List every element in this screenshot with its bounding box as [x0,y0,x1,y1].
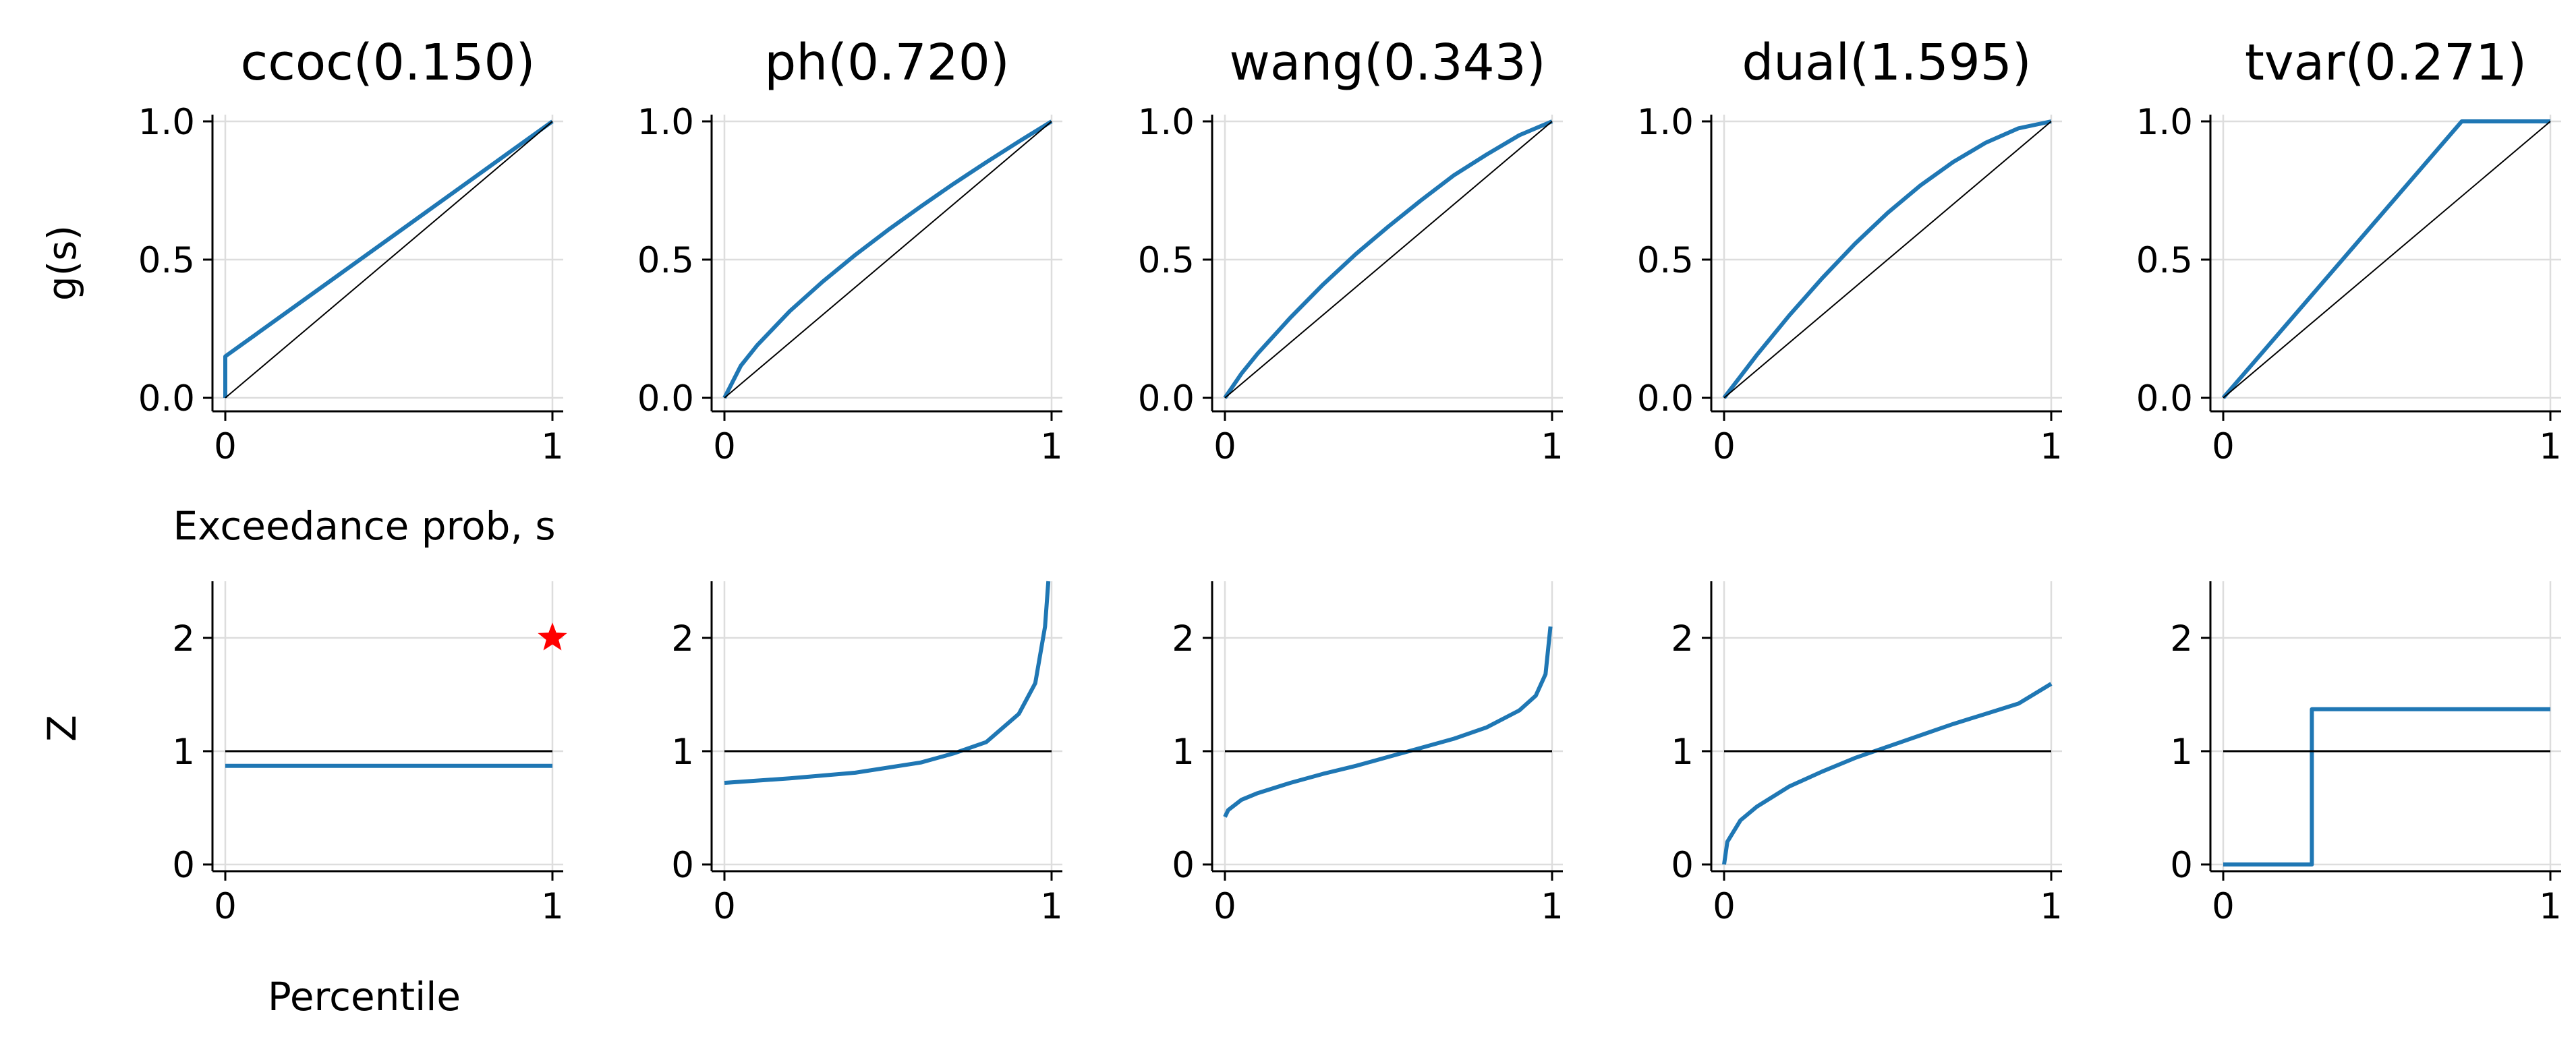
panel-title: dual(1.595) [1742,34,2031,92]
y-tick-label: 0.0 [637,378,694,419]
star-marker [538,622,567,651]
series-line [2223,707,2550,866]
y-tick-label: 2 [2170,618,2193,659]
reference-line [1723,121,2052,399]
y-tick-label: 1 [172,732,195,773]
y-tick-label: 1.0 [1138,102,1195,143]
panel-bottom-5: 0 1 0 1 2 [2170,581,2562,927]
y-tick-label: 0 [1671,845,1694,886]
x-tick-label: 0 [1713,886,1736,927]
y-tick-label: 0 [2170,845,2193,886]
x-tick-label: 1 [1541,886,1564,927]
series-line [2221,119,2550,399]
panel-title: ccoc(0.150) [241,34,536,92]
panels: 0 1 0.0 0.5 1.0 ccoc(0.150) 0 1 0.0 0.5 1.0 ph(0.72… [138,34,2562,927]
y-tick-label: 0.0 [2136,378,2193,419]
x-tick-label: 1 [1040,886,1063,927]
x-tick-label: 1 [2040,886,2063,927]
bottom-row-xlabel: Percentile [268,974,461,1020]
x-tick-label: 0 [214,886,237,927]
series-line [1223,626,1553,818]
y-tick-label: 1 [2170,732,2193,773]
x-tick-label: 0 [1213,886,1236,927]
x-tick-label: 0 [1713,426,1736,467]
bottom-row-ylabel: Z [39,715,85,742]
y-tick-label: 2 [671,618,694,659]
panel-title: ph(0.720) [764,34,1009,92]
x-tick-label: 1 [2539,426,2562,467]
y-tick-label: 1.0 [1637,102,1694,143]
y-tick-label: 1 [1172,732,1195,773]
x-tick-label: 0 [2212,886,2235,927]
y-tick-label: 0.5 [2136,240,2193,281]
x-tick-label: 0 [1213,426,1236,467]
y-tick-label: 0.0 [1637,378,1694,419]
y-tick-label: 2 [1172,618,1195,659]
y-tick-label: 0.5 [1637,240,1694,281]
x-tick-label: 0 [2212,426,2235,467]
panel-bottom-3: 0 1 0 1 2 [1172,581,1564,927]
panel-bottom-1: 0 1 0 1 2 [172,581,567,927]
x-tick-label: 1 [2040,426,2063,467]
y-tick-label: 0.0 [1138,378,1195,419]
y-tick-label: 1 [1671,732,1694,773]
x-tick-label: 1 [1541,426,1564,467]
panel-bottom-2: 0 1 0 1 2 [671,581,1063,927]
reference-line [2223,121,2551,399]
y-tick-label: 0.0 [138,378,195,419]
x-tick-label: 1 [1040,426,1063,467]
series-line [724,581,1051,785]
y-tick-label: 2 [1671,618,1694,659]
x-tick-label: 1 [541,426,564,467]
x-tick-label: 1 [541,886,564,927]
y-tick-label: 0 [172,845,195,886]
y-tick-label: 0.5 [1138,240,1195,281]
reference-line [724,121,1052,399]
y-tick-label: 1.0 [138,102,195,143]
top-row-ylabel: g(s) [39,225,85,301]
series-line [1722,119,2052,399]
panel-top-1: 0 1 0.0 0.5 1.0 ccoc(0.150) [138,34,564,467]
panel-top-5: 0 1 0.0 0.5 1.0 tvar(0.271) [2136,34,2562,467]
series-line [1223,119,1553,399]
y-tick-label: 2 [172,618,195,659]
x-tick-label: 0 [713,886,736,927]
series-line [1722,682,2053,865]
panel-bottom-4: 0 1 0 1 2 [1671,581,2063,927]
x-tick-label: 0 [713,426,736,467]
panel-top-4: 0 1 0.0 0.5 1.0 dual(1.595) [1637,34,2063,467]
y-tick-label: 1.0 [2136,102,2193,143]
panel-top-3: 0 1 0.0 0.5 1.0 wang(0.343) [1138,34,1564,467]
panel-top-2: 0 1 0.0 0.5 1.0 ph(0.720) [637,34,1063,467]
y-tick-label: 0 [671,845,694,886]
panel-title: tvar(0.271) [2245,34,2527,92]
y-tick-label: 0.5 [637,240,694,281]
x-tick-label: 0 [214,426,237,467]
reference-line [225,121,553,399]
y-tick-label: 0 [1172,845,1195,886]
top-row-xlabel: Exceedance prob, s [173,503,555,549]
reference-line [1224,121,1553,399]
x-tick-label: 1 [2539,886,2562,927]
panel-title: wang(0.343) [1229,34,1545,92]
series-line [223,119,554,398]
series-line [722,119,1053,399]
y-tick-label: 0.5 [138,240,195,281]
y-tick-label: 1 [671,732,694,773]
y-tick-label: 1.0 [637,102,694,143]
